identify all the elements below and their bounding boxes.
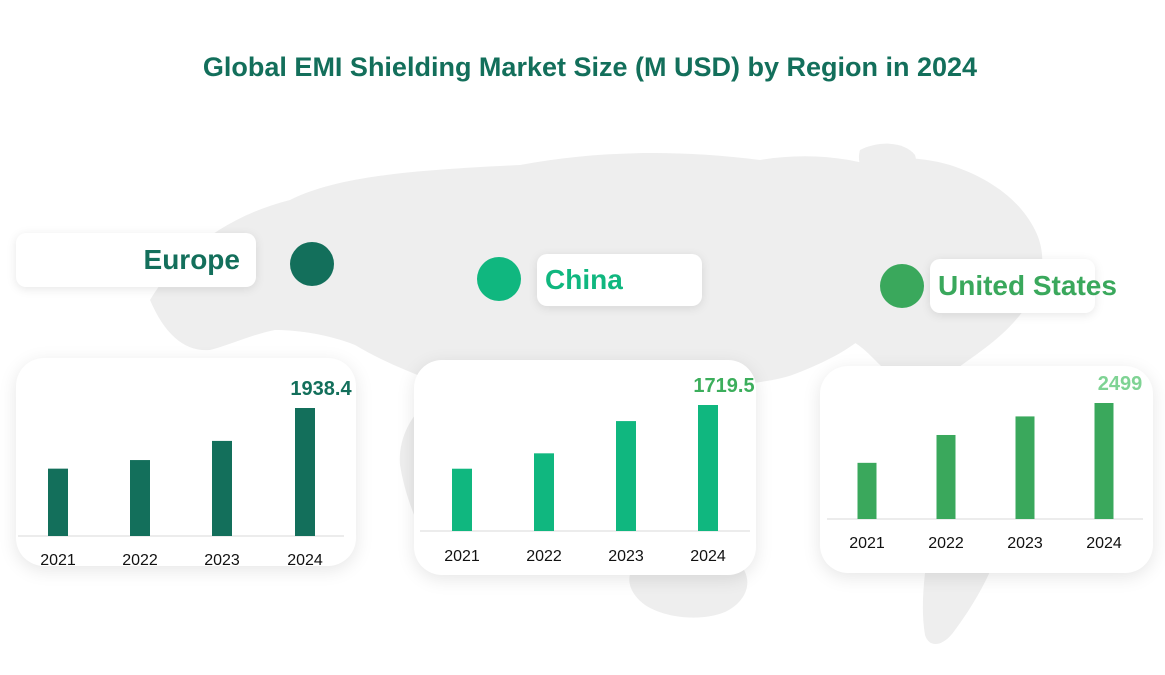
value-label-china-2024: 1719.5	[693, 375, 754, 397]
region-name-europe: Europe	[143, 244, 240, 275]
tick-label-united-states-2023: 2023	[1007, 535, 1043, 552]
tick-label-china-2024: 2024	[690, 548, 726, 565]
region-marker-europe	[290, 242, 334, 286]
value-label-europe-2024: 1938.4	[290, 378, 352, 400]
tick-label-china-2021: 2021	[444, 548, 480, 565]
bar-chart-united-states: 2021 2022 2023 2024 2499	[827, 373, 1143, 552]
chart-title: Global EMI Shielding Market Size (M USD)…	[202, 52, 978, 82]
bar-europe-2024	[295, 408, 315, 536]
region-label-china: China	[537, 254, 702, 306]
bar-united-states-2021	[857, 462, 877, 519]
bar-europe-2021	[48, 468, 68, 536]
bar-china-2021	[452, 468, 472, 531]
value-label-united-states-2024: 2499	[1098, 373, 1143, 395]
tick-label-united-states-2024: 2024	[1086, 535, 1122, 552]
tick-label-china-2022: 2022	[526, 548, 562, 565]
bar-europe-2022	[130, 460, 150, 536]
region-name-united-states: United States	[938, 270, 1117, 301]
tick-label-china-2023: 2023	[608, 548, 644, 565]
bar-china-2023	[616, 421, 636, 531]
region-marker-china	[477, 257, 521, 301]
chart-card-china: 2021 2022 2023 2024 1719.5	[414, 360, 756, 575]
tick-label-united-states-2021: 2021	[849, 535, 885, 552]
tick-label-united-states-2022: 2022	[928, 535, 964, 552]
bar-united-states-2024	[1094, 403, 1114, 519]
tick-label-europe-2023: 2023	[204, 552, 240, 566]
tick-label-europe-2022: 2022	[122, 552, 158, 566]
tick-label-europe-2024: 2024	[287, 552, 323, 566]
bar-united-states-2023	[1015, 416, 1035, 519]
region-label-europe: Europe	[16, 233, 256, 287]
bar-europe-2023	[212, 440, 232, 536]
region-marker-united-states	[880, 264, 924, 308]
tick-label-europe-2021: 2021	[40, 552, 76, 566]
chart-card-europe: 2021 2022 2023 2024 1938.4	[16, 358, 356, 566]
bar-chart-europe: 2021 2022 2023 2024 1938.4	[18, 378, 352, 566]
chart-card-united-states: 2021 2022 2023 2024 2499	[820, 366, 1153, 573]
bar-chart-china: 2021 2022 2023 2024 1719.5	[420, 375, 755, 565]
bar-china-2024	[698, 405, 718, 531]
bar-united-states-2022	[936, 434, 956, 519]
region-name-china: China	[545, 264, 623, 295]
region-label-united-states: United States	[930, 259, 1117, 313]
bar-china-2022	[534, 453, 554, 531]
